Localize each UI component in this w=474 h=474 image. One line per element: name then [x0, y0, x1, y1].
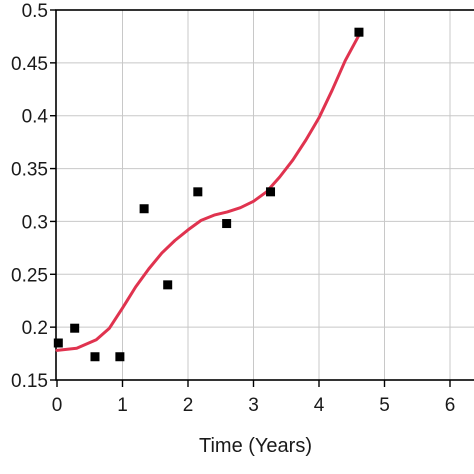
y-tick-label: 0.15 [11, 371, 48, 392]
x-tick-label: 5 [379, 395, 390, 416]
y-tick-label: 0.2 [22, 318, 48, 339]
data-point [354, 28, 363, 37]
y-tick-label: 0.35 [11, 160, 48, 181]
x-axis-label: Time (Years) [199, 435, 312, 457]
data-point [266, 187, 275, 196]
data-point [222, 219, 231, 228]
data-point [163, 280, 172, 289]
data-point [115, 352, 124, 361]
fit-curve [57, 36, 358, 350]
data-point [70, 324, 79, 333]
plot-frame [56, 10, 474, 380]
x-ticks: 0 1 2 3 4 5 6 [52, 380, 456, 416]
x-tick-label: 4 [314, 395, 325, 416]
x-tick-label: 2 [183, 395, 194, 416]
data-point [193, 187, 202, 196]
series-layer [54, 28, 364, 362]
grid [56, 10, 474, 380]
x-tick-label: 6 [445, 395, 456, 416]
y-tick-label: 0.4 [22, 107, 49, 128]
y-tick-label: 0.5 [22, 1, 48, 22]
x-tick-label: 0 [52, 395, 63, 416]
data-point [54, 339, 63, 348]
x-tick-label: 3 [248, 395, 259, 416]
data-point [140, 204, 149, 213]
x-tick-label: 1 [117, 395, 128, 416]
data-point [90, 352, 99, 361]
y-tick-label: 0.3 [22, 212, 48, 233]
y-tick-label: 0.45 [11, 54, 48, 75]
y-ticks: 0.15 0.2 0.25 0.3 0.35 0.4 0.45 0.5 [11, 1, 56, 392]
y-tick-label: 0.25 [11, 265, 48, 286]
